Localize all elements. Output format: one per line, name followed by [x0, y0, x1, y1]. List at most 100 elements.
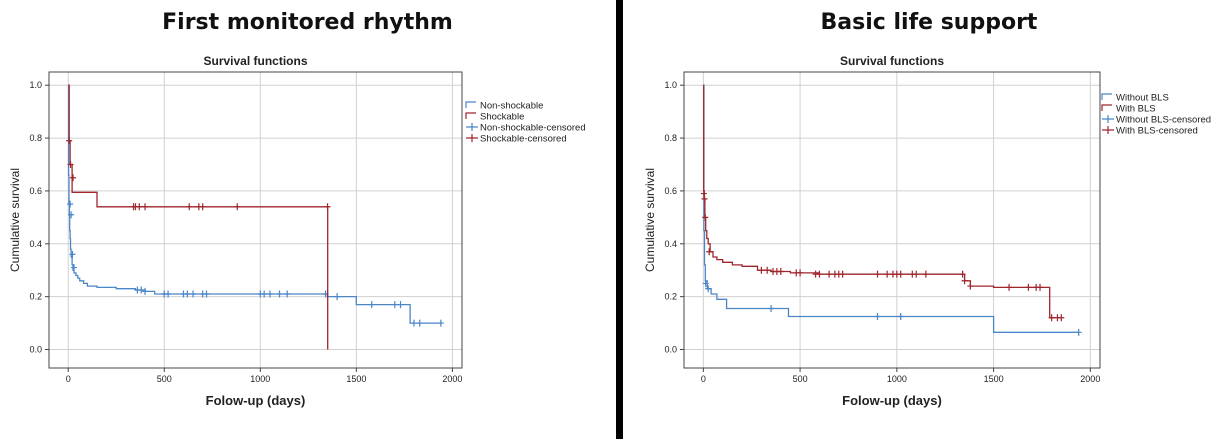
- censor-mark: [705, 285, 712, 293]
- censor-mark: [437, 319, 444, 327]
- censor-mark: [391, 301, 398, 309]
- y-tick-label: 1.0: [29, 80, 42, 90]
- panel-title: Basic life support: [820, 10, 1038, 35]
- censor-mark: [701, 195, 708, 203]
- legend-label: Without BLS: [1116, 93, 1169, 104]
- censor-mark: [142, 203, 149, 211]
- y-tick-label: 0.6: [29, 186, 42, 196]
- censor-mark: [702, 279, 709, 287]
- censor-mark: [1058, 314, 1065, 322]
- x-tick-label: 1500: [346, 374, 366, 384]
- plot-frame: [683, 71, 1101, 369]
- y-tick-label: 0.8: [29, 133, 42, 143]
- legend-symbol: [1102, 126, 1114, 134]
- legend-symbol: [466, 123, 478, 131]
- censor-mark: [874, 270, 881, 278]
- x-tick-label: 500: [793, 374, 808, 384]
- censor-mark: [324, 203, 331, 211]
- survival-chart-bls: Survival functions 0 500 1000 1500 2000 0.0 0.2…: [643, 54, 1211, 408]
- censor-mark: [764, 266, 771, 274]
- legend-label: With BLS-censored: [1116, 126, 1198, 137]
- censor-mark: [777, 268, 784, 276]
- censor-mark: [897, 270, 904, 278]
- censor-mark: [234, 203, 241, 211]
- censor-mark: [138, 286, 145, 294]
- censor-mark: [884, 270, 891, 278]
- chart-title: Survival functions: [840, 54, 944, 68]
- censor-mark: [66, 137, 73, 145]
- censor-mark: [67, 161, 74, 168]
- y-tick-label: 0.4: [664, 239, 677, 249]
- legend-symbol: [465, 112, 476, 119]
- censor-mark: [1006, 283, 1013, 291]
- censor-mark: [284, 290, 291, 298]
- x-axis-label: Folow-up (days): [206, 393, 306, 408]
- survival-curve-0: [703, 84, 1079, 333]
- x-tick-label: 1000: [250, 374, 270, 384]
- y-tick-label: 0.2: [664, 292, 677, 302]
- censor-mark: [397, 301, 404, 309]
- x-tick-label: 1000: [887, 374, 907, 384]
- legend-label: Shockable-censored: [480, 134, 567, 145]
- censor-mark: [69, 250, 76, 258]
- panel-basic-life-support: Basic life support Survival functions 0 50…: [626, 0, 1232, 439]
- y-tick-label: 0.0: [664, 345, 677, 355]
- survival-curve-1: [68, 84, 329, 350]
- censor-mark: [67, 200, 74, 208]
- x-axis-label: Folow-up (days): [842, 393, 942, 408]
- legend-symbol: [1101, 93, 1112, 100]
- censor-mark: [922, 270, 929, 278]
- censor-mark: [68, 211, 75, 219]
- panel-title: First monitored rhythm: [162, 10, 453, 35]
- legend-label: Without BLS-censored: [1116, 115, 1211, 126]
- y-tick-label: 0.8: [664, 133, 677, 143]
- y-tick-label: 0.2: [29, 292, 42, 302]
- series-1: [66, 84, 331, 350]
- censor-mark: [70, 264, 77, 272]
- grid: [49, 72, 462, 368]
- y-axis-label: Cumulative survival: [643, 168, 657, 272]
- censor-mark: [70, 174, 77, 182]
- censor-mark: [190, 290, 197, 298]
- legend-symbol: [465, 101, 476, 108]
- censor-mark: [758, 266, 765, 274]
- x-tick-label: 0: [701, 374, 706, 384]
- x-tick-label: 500: [157, 374, 172, 384]
- legend-symbol: [466, 134, 478, 142]
- survival-curve-0: [67, 84, 441, 324]
- survival-chart-rhythm: Survival functions 0 500 1000 1500 2000 0.0 0.2…: [8, 54, 586, 408]
- censor-mark: [184, 290, 191, 298]
- x-tick-label: 2000: [1080, 374, 1100, 384]
- censor-mark: [961, 277, 968, 285]
- censor-mark: [1048, 314, 1055, 322]
- y-tick-label: 0.4: [29, 239, 42, 249]
- series-1: [700, 84, 1065, 322]
- x-tick-label: 2000: [442, 374, 462, 384]
- x-tick-label: 0: [66, 374, 71, 384]
- censor-mark: [839, 270, 846, 278]
- legend-label: Non-shockable: [480, 101, 543, 112]
- y-tick-label: 0.6: [664, 186, 677, 196]
- censor-mark: [1075, 328, 1082, 336]
- censor-mark: [706, 248, 713, 256]
- censor-mark: [142, 287, 149, 295]
- y-axis-label: Cumulative survival: [8, 168, 22, 272]
- censor-mark: [416, 319, 423, 327]
- censor-mark: [1037, 283, 1044, 291]
- legend-label: Non-shockable-censored: [480, 123, 586, 134]
- series-0: [67, 84, 444, 327]
- x-tick-label: 1500: [984, 374, 1004, 384]
- y-tick-label: 0.0: [29, 345, 42, 355]
- censor-mark: [897, 312, 904, 320]
- censor-mark: [1025, 283, 1032, 291]
- censor-mark: [199, 203, 206, 211]
- censor-mark: [874, 312, 881, 320]
- legend: Non-shockableShockableNon-shockable-cens…: [465, 101, 586, 145]
- series-0: [702, 84, 1082, 336]
- censor-mark: [967, 282, 974, 290]
- censor-mark: [266, 290, 273, 298]
- grid: [684, 72, 1100, 368]
- y-tick-label: 1.0: [664, 80, 677, 90]
- legend-symbol: [1101, 104, 1112, 111]
- panel-divider: [616, 0, 623, 439]
